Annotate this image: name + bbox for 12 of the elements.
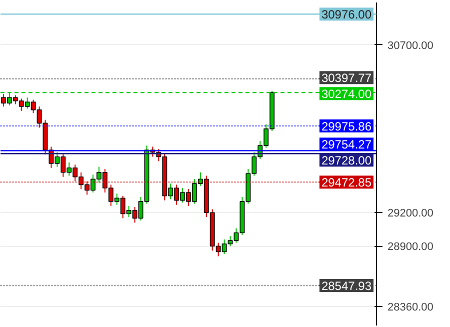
y-tick-label: 29200.00 [388,208,434,220]
ref-line-label: 30976.00 [321,8,372,22]
ref-line-label: 29754.27 [321,138,372,152]
ref-line-label: 29975.86 [321,119,372,134]
ref-line-label: 29472.85 [321,176,372,190]
y-tick-label: 28900.00 [388,241,434,254]
y-tick-label: 30700.00 [388,40,434,52]
ref-line-label: 30274.00 [321,87,372,102]
ref-line-label: 28547.93 [321,278,372,293]
y-tick-label: 28360.00 [388,302,434,314]
ref-line-label: 29728.00 [321,154,372,168]
ref-line-label: 30397.77 [321,71,372,86]
